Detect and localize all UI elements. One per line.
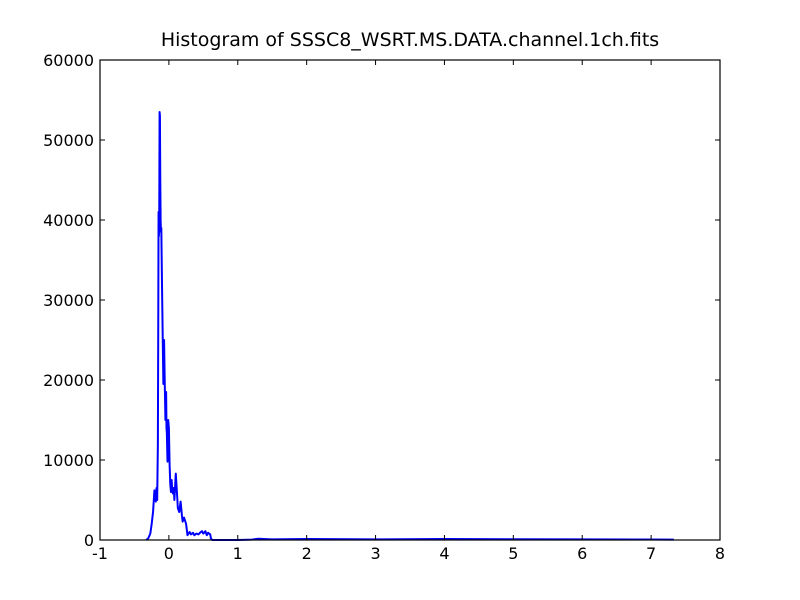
axes: -1 0 1 2 3 4 5 6 7 801000020000300004000050000600… xyxy=(43,51,725,563)
x-tick-label: 4 xyxy=(439,544,449,563)
y-tick-label: 20000 xyxy=(43,371,94,390)
x-tick-label: -1 xyxy=(92,544,108,563)
x-tick-label: 8 xyxy=(715,544,725,563)
histogram-line xyxy=(145,111,674,541)
x-tick-label: 0 xyxy=(164,544,174,563)
x-tick-label: 7 xyxy=(646,544,656,563)
plot-area xyxy=(145,111,674,541)
x-tick-label: 2 xyxy=(302,544,312,563)
x-tick-label: 3 xyxy=(370,544,380,563)
x-tick-label: 1 xyxy=(233,544,243,563)
y-tick-label: 40000 xyxy=(43,211,94,230)
axes-frame xyxy=(99,59,721,541)
y-tick-label: 50000 xyxy=(43,131,94,150)
y-tick-label: 30000 xyxy=(43,291,94,310)
x-tick-label: 5 xyxy=(508,544,518,563)
x-tick-label: 6 xyxy=(577,544,587,563)
chart-title: Histogram of SSSC8_WSRT.MS.DATA.channel.… xyxy=(161,29,659,51)
y-tick-label: 0 xyxy=(84,531,94,550)
y-tick-label: 10000 xyxy=(43,451,94,470)
y-tick-label: 60000 xyxy=(43,51,94,70)
